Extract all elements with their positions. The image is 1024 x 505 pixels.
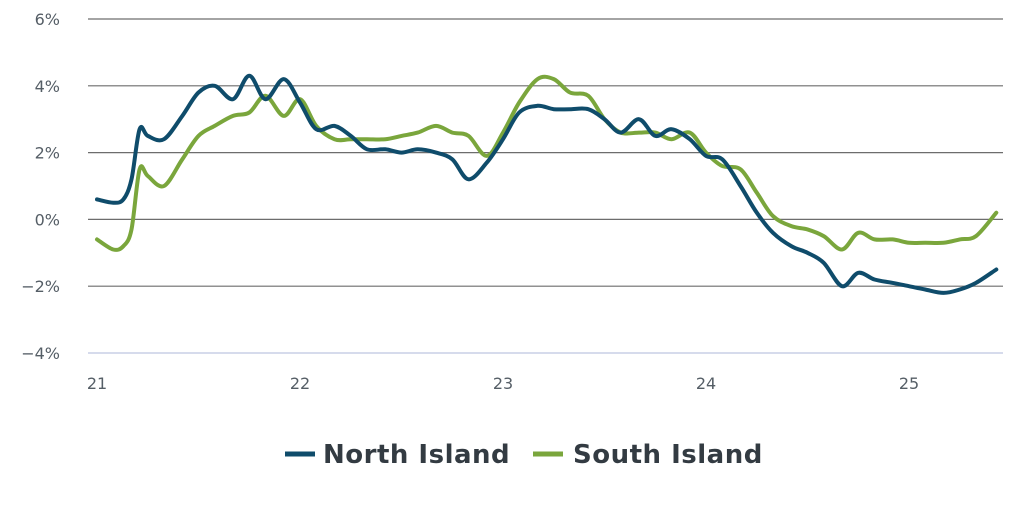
legend-label-south-island: South Island [573, 440, 763, 470]
series-line-south-island [95, 74, 999, 252]
legend: North Island South Island [285, 440, 763, 470]
x-tick-label: 23 [493, 374, 513, 393]
x-tick-label: 22 [290, 374, 310, 393]
y-axis: 6% 4% 2% 0% −2% −4% [21, 10, 60, 363]
x-tick-label: 25 [899, 374, 919, 393]
series-line-north-island [95, 73, 999, 295]
x-axis: 21 22 23 24 25 [87, 374, 919, 393]
y-tick-label: 0% [35, 210, 60, 229]
y-tick-label: 2% [35, 144, 60, 163]
series-lines [95, 73, 999, 295]
gridlines [88, 18, 1003, 354]
x-tick-label: 21 [87, 374, 107, 393]
y-tick-label: 4% [35, 77, 60, 96]
y-tick-label: −4% [21, 344, 60, 363]
x-tick-label: 24 [696, 374, 716, 393]
y-tick-label: −2% [21, 277, 60, 296]
y-tick-label: 6% [35, 10, 60, 29]
legend-label-north-island: North Island [323, 440, 510, 470]
